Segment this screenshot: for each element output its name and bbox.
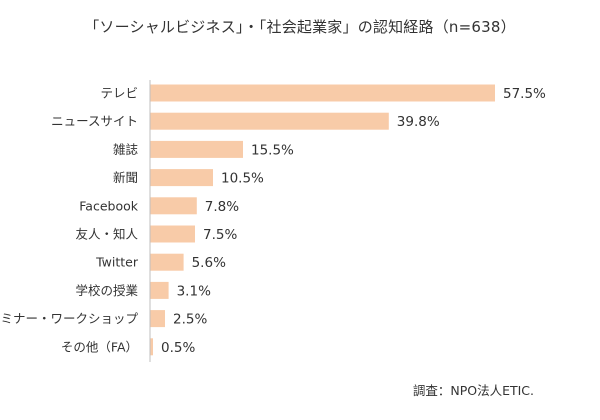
bar-9	[150, 338, 153, 356]
value-label-7: 3.1%	[177, 283, 211, 299]
category-label-7: 学校の授業	[75, 283, 138, 298]
category-label-2: 雑誌	[113, 142, 139, 157]
value-label-1: 39.8%	[397, 114, 440, 130]
bar-2	[150, 140, 243, 158]
category-label-5: 友人・知人	[75, 227, 138, 242]
value-label-0: 57.5%	[503, 86, 546, 102]
value-label-9: 0.5%	[161, 340, 195, 356]
value-label-5: 7.5%	[203, 227, 237, 243]
category-label-8: セミナー・ワークショップ	[0, 311, 138, 326]
value-label-4: 7.8%	[205, 199, 239, 215]
value-label-8: 2.5%	[173, 312, 207, 328]
bar-3	[150, 169, 213, 187]
bar-5	[150, 225, 195, 243]
value-label-2: 15.5%	[251, 142, 294, 158]
value-label-6: 5.6%	[192, 255, 226, 271]
bar-8	[150, 310, 165, 328]
bar-0	[150, 84, 495, 102]
bar-1	[150, 112, 389, 130]
category-label-6: Twitter	[95, 255, 139, 270]
value-label-3: 10.5%	[221, 171, 264, 187]
category-label-0: テレビ	[100, 86, 138, 101]
bar-7	[150, 281, 169, 299]
bar-6	[150, 253, 184, 271]
category-label-3: 新聞	[113, 170, 138, 185]
source-note: 調査：NPO法人ETIC.	[412, 383, 534, 398]
category-label-9: その他（FA）	[61, 339, 138, 354]
chart-title: 「ソーシャルビジネス」・「社会起業家」の認知経路（n=638）	[84, 18, 516, 36]
category-label-4: Facebook	[79, 198, 138, 213]
category-label-1: ニュースサイト	[51, 114, 138, 129]
bar-4	[150, 197, 197, 215]
bars-layer: テレビ 57.5% ニュースサイト 39.8% 雑誌 15.5% 新聞 10.5% Facebo…	[0, 84, 546, 356]
